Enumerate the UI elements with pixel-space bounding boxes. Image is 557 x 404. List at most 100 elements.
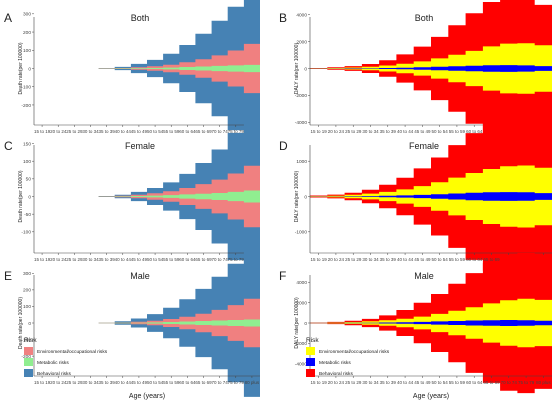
y-axis-label: DALY rate(per 100000) <box>294 171 300 223</box>
area-metabolic-risks <box>34 319 260 327</box>
y-tick-label: 200 <box>23 288 31 294</box>
x-tick-label: 45 to 49 <box>414 129 431 134</box>
legend-title: Risk <box>24 337 37 344</box>
x-tick-label: 55 to 59 <box>163 257 180 262</box>
legend-swatch <box>24 347 33 355</box>
x-tick-label: 75 to 79 <box>228 129 245 134</box>
x-tick-label: 20 to 24 <box>328 380 345 385</box>
x-tick-label: 75 to 79 <box>228 380 245 385</box>
x-tick-label: 65 to 69 <box>195 380 212 385</box>
panel-letter: F <box>279 269 286 283</box>
x-tick-label: 20 to 24 <box>50 257 67 262</box>
x-tick-label: 70 to 74 <box>212 380 229 385</box>
area-metabolic-risks <box>310 65 552 72</box>
y-tick-label: -1000 <box>295 230 308 236</box>
x-tick-label: 15 to 19 <box>311 129 328 134</box>
x-tick-label: 40 to 44 <box>397 380 414 385</box>
area-metabolic-risks <box>34 190 260 203</box>
chart-panel-f: F Male -4000 -2000 0 2000 4000 DALY rate(per 10… <box>279 252 552 400</box>
x-tick-label: 50 to 54 <box>432 257 449 262</box>
x-tick-label: 35 to 39 <box>99 129 116 134</box>
x-tick-label: 35 to 39 <box>380 257 397 262</box>
panel-letter: D <box>279 139 288 153</box>
x-tick-label: 35 to 39 <box>380 129 397 134</box>
x-tick-label: 55 to 59 <box>449 257 466 262</box>
panel-title: Both <box>131 13 150 23</box>
x-tick-label: 25 to 29 <box>345 380 362 385</box>
panel-letter: A <box>4 11 12 25</box>
y-tick-label: -2000 <box>295 341 308 347</box>
legend-label: Behavioral risks <box>37 371 71 377</box>
panel-letter: E <box>4 269 12 283</box>
y-tick-label: 100 <box>23 48 31 54</box>
y-tick-label: 300 <box>23 12 31 18</box>
legend-title: Risk <box>306 337 319 344</box>
legend-swatch <box>306 347 315 355</box>
area-behavioral-risks <box>34 0 260 145</box>
legend-swatch <box>24 358 33 366</box>
x-tick-label: 75 to 79 <box>518 380 535 385</box>
x-tick-label: 50 to 54 <box>147 129 164 134</box>
x-tick-label: 50 to 54 <box>432 129 449 134</box>
y-tick-label: 0 <box>28 321 31 327</box>
y-tick-label: -100 <box>21 337 31 343</box>
chart-panel-e: E Male -200 -100 0 100 200 300 Death rate(per 10… <box>4 249 260 400</box>
x-tick-label: 15 to 19 <box>34 129 51 134</box>
x-tick-label: 60 to 64 <box>466 257 483 262</box>
chart-panel-a: A Both -200 -100 0 100 200 300 Death rate(per 10… <box>4 0 260 145</box>
x-tick-label: 55 to 59 <box>163 380 180 385</box>
x-tick-label: 20 to 24 <box>50 380 67 385</box>
x-tick-label: 45 to 49 <box>131 129 148 134</box>
x-tick-label: 15 to 19 <box>311 257 328 262</box>
x-tick-label: 60 to 64 <box>466 129 483 134</box>
legend-label: Environmental/occupational risks <box>319 349 390 355</box>
x-tick-label: 45 to 49 <box>131 257 148 262</box>
panel-title: Male <box>414 271 434 281</box>
x-tick-label: 40 to 44 <box>397 257 414 262</box>
legend-label: Metabolic risks <box>37 360 69 366</box>
x-tick-label: 65 to 69 <box>195 129 212 134</box>
x-tick-label: 45 to 49 <box>414 380 431 385</box>
y-tick-label: 2000 <box>296 39 307 45</box>
x-tick-label: 70 to 74 <box>212 257 229 262</box>
y-tick-label: -100 <box>21 230 31 236</box>
x-tick-label: 30 to 34 <box>362 380 379 385</box>
x-tick-label: 30 to 34 <box>82 380 99 385</box>
x-tick-label: 30 to 34 <box>362 129 379 134</box>
y-tick-label: 150 <box>23 141 31 147</box>
y-tick-label: 300 <box>23 271 31 277</box>
x-tick-label: 80 plus <box>536 380 551 385</box>
y-axis-label: DALY rate(per 100000) <box>294 297 300 349</box>
legend-swatch <box>306 369 315 377</box>
x-tick-label: 55 to 59 <box>449 380 466 385</box>
x-tick-label: 35 to 39 <box>99 257 116 262</box>
y-tick-label: 4000 <box>296 280 307 286</box>
x-tick-label: 55 to 59 <box>163 129 180 134</box>
x-tick-label: 15 to 19 <box>311 380 328 385</box>
x-tick-label: 15 to 19 <box>34 257 51 262</box>
x-tick-label: 55 to 59 <box>449 129 466 134</box>
x-tick-label: 20 to 24 <box>328 257 345 262</box>
y-tick-label: 200 <box>23 30 31 36</box>
y-tick-label: 100 <box>23 159 31 165</box>
chart-panel-c: C Female -100 -50 0 50 100 150 Death rate(per 10… <box>4 112 260 281</box>
y-tick-label: 0 <box>304 321 307 327</box>
x-tick-label: 80 plus <box>245 380 260 385</box>
panel-title: Both <box>415 13 434 23</box>
y-tick-label: -2000 <box>295 93 308 99</box>
x-tick-label: 35 to 39 <box>99 380 116 385</box>
legend-swatch <box>24 369 33 377</box>
legend-swatch <box>306 358 315 366</box>
x-tick-label: 25 to 29 <box>345 257 362 262</box>
legend-label: Environmental/occupational risks <box>37 349 108 355</box>
y-tick-label: -200 <box>21 103 31 109</box>
x-tick-label: 40 to 44 <box>115 257 132 262</box>
x-tick-label: 30 to 34 <box>82 129 99 134</box>
y-tick-label: -4000 <box>295 362 308 368</box>
y-tick-label: -100 <box>21 85 31 91</box>
y-tick-label: 2000 <box>296 300 307 306</box>
x-tick-label: 40 to 44 <box>115 380 132 385</box>
chart-panel-d: D Female -1000 0 1000 DALY rate(per 100000) 15… <box>279 112 552 281</box>
